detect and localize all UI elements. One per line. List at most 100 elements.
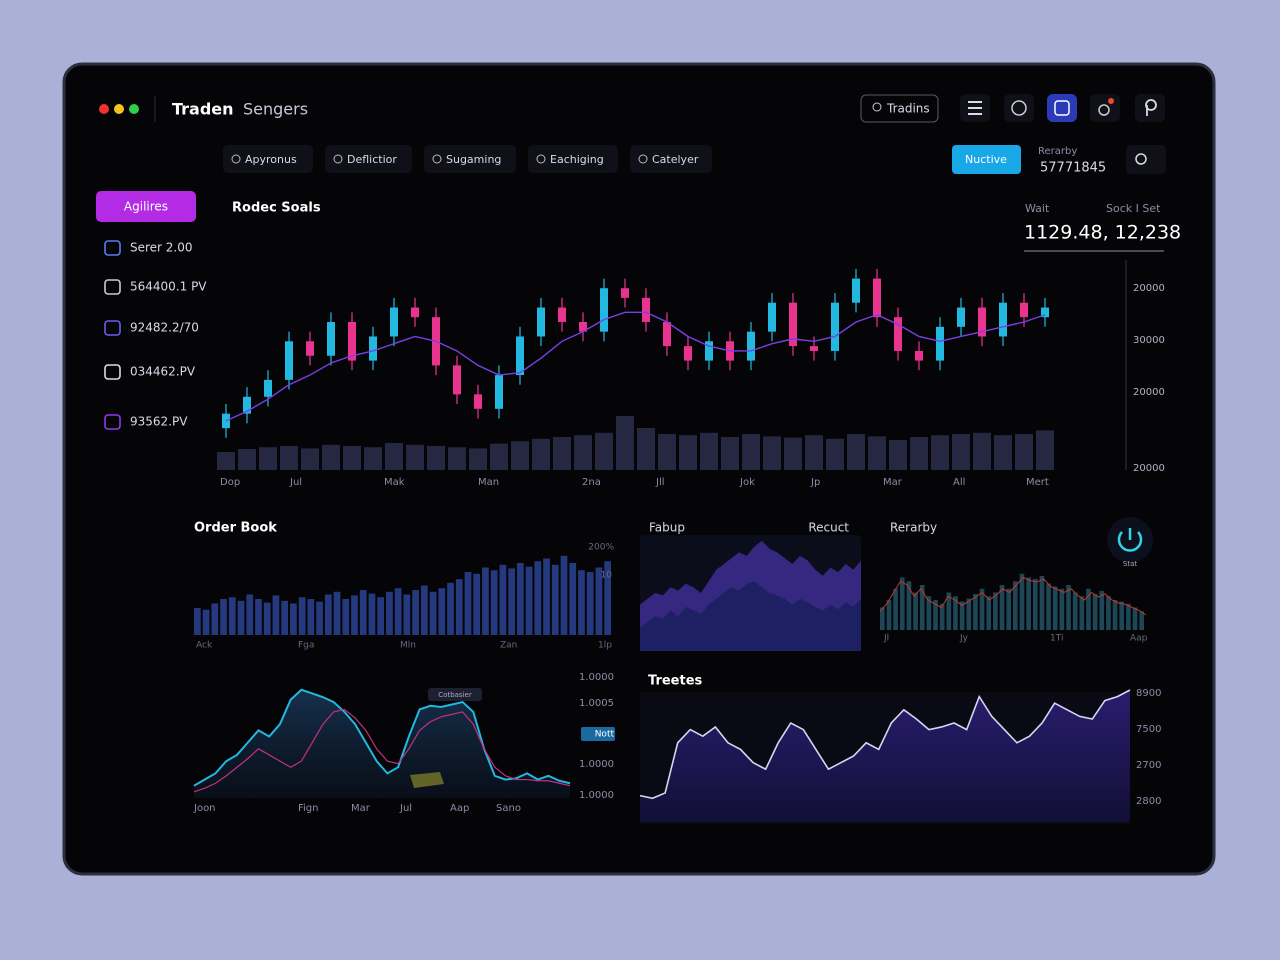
bar	[1099, 591, 1105, 630]
line	[193, 708, 571, 793]
badge	[1108, 98, 1114, 104]
label: Dop	[220, 477, 240, 488]
bar	[1052, 586, 1058, 630]
label: Zan	[500, 641, 517, 651]
primary-button-label: Nuctive	[965, 153, 1007, 166]
bar	[1112, 600, 1118, 630]
bar	[516, 563, 524, 635]
bar	[560, 555, 568, 635]
label: Man	[478, 477, 499, 488]
stat-value: 57771845	[1040, 161, 1106, 176]
label: 200%	[588, 543, 614, 553]
bar	[490, 570, 498, 635]
label: Jl	[883, 634, 889, 644]
tab-label: Catelyer	[652, 153, 699, 166]
bar	[290, 603, 297, 635]
volume-bar	[910, 437, 928, 470]
bar	[403, 594, 411, 635]
bar	[438, 588, 446, 635]
volume-bar	[448, 447, 466, 470]
bar	[973, 594, 978, 630]
icon	[1054, 100, 1070, 116]
bar	[255, 599, 262, 635]
candle-body	[957, 307, 965, 327]
bar	[966, 598, 972, 630]
bar	[447, 582, 454, 635]
area	[640, 581, 861, 651]
label: All	[953, 477, 965, 488]
bar	[933, 600, 938, 630]
label: Mak	[384, 477, 405, 488]
label: Wait	[1025, 202, 1050, 215]
sidebar-item[interactable]: 93562.PV	[130, 415, 188, 429]
bar	[316, 601, 323, 635]
tab[interactable]	[528, 145, 618, 173]
search-box[interactable]	[860, 94, 939, 123]
label: Mar	[883, 477, 903, 488]
candle-body	[873, 278, 881, 318]
section: Sengers	[243, 100, 308, 119]
bar	[899, 577, 905, 630]
tab[interactable]	[630, 145, 712, 173]
panel-title: Rerarby	[890, 521, 937, 535]
icon-button[interactable]	[1090, 94, 1120, 122]
legend-entry: Fabup	[649, 521, 685, 535]
candle-body	[915, 350, 923, 361]
item-icon	[104, 320, 121, 336]
area	[194, 689, 570, 798]
tab[interactable]	[424, 145, 516, 173]
label: Sock I Set	[1106, 202, 1161, 215]
sidebar-item[interactable]: 564400.1 PV	[130, 280, 207, 294]
nav-tabs: Apyronus Deflictior Sugaming Eachiging Catel…	[223, 145, 712, 173]
primary-button[interactable]	[952, 145, 1021, 174]
bar	[543, 558, 550, 635]
sidebar-item[interactable]: Serer 2.00	[130, 241, 193, 255]
label: Jul	[289, 477, 302, 488]
toolbar	[960, 94, 1165, 122]
bar	[377, 597, 385, 635]
candle-body	[852, 278, 860, 303]
bar	[333, 591, 341, 635]
label: 20000	[1133, 463, 1165, 474]
search-text: Tradins	[886, 102, 930, 116]
icon-button[interactable]	[1135, 94, 1165, 122]
main-title: Rodec Soals	[232, 201, 321, 216]
label: Jll	[655, 477, 665, 488]
tab[interactable]	[325, 145, 412, 173]
label: 1Ti	[1050, 634, 1063, 644]
ma-line	[225, 311, 1046, 422]
volume-bar	[301, 448, 319, 470]
line	[193, 688, 571, 787]
bar	[1119, 601, 1125, 630]
volume-bar	[574, 435, 592, 470]
item-icon	[104, 279, 121, 295]
bar	[499, 564, 507, 635]
icon-button[interactable]	[1047, 94, 1077, 122]
label: 30000	[1133, 335, 1165, 346]
sidebar-item[interactable]: 034462.PV	[130, 365, 196, 379]
sidebar-button[interactable]	[96, 191, 196, 222]
icon-button[interactable]	[1004, 94, 1034, 122]
volume-bar	[511, 441, 529, 470]
bar	[525, 566, 533, 635]
bar	[359, 590, 367, 635]
volume-bar	[595, 432, 613, 470]
bar	[534, 561, 542, 635]
line	[879, 576, 1147, 616]
bar	[420, 585, 428, 635]
tab-icon	[536, 154, 546, 164]
volume-bar	[721, 437, 739, 470]
candle-body	[390, 307, 398, 337]
label: 2na	[582, 477, 601, 488]
label: Fign	[298, 803, 319, 814]
volume-bar	[532, 438, 550, 470]
bar	[194, 608, 201, 635]
tab[interactable]	[223, 145, 313, 173]
volume-bar	[784, 437, 802, 470]
label: 8900	[1136, 688, 1161, 699]
area	[640, 690, 1130, 822]
volume-bar	[490, 443, 508, 470]
bar	[272, 595, 280, 635]
bar	[926, 596, 932, 630]
sidebar-item[interactable]: 92482.2/70	[130, 321, 199, 335]
